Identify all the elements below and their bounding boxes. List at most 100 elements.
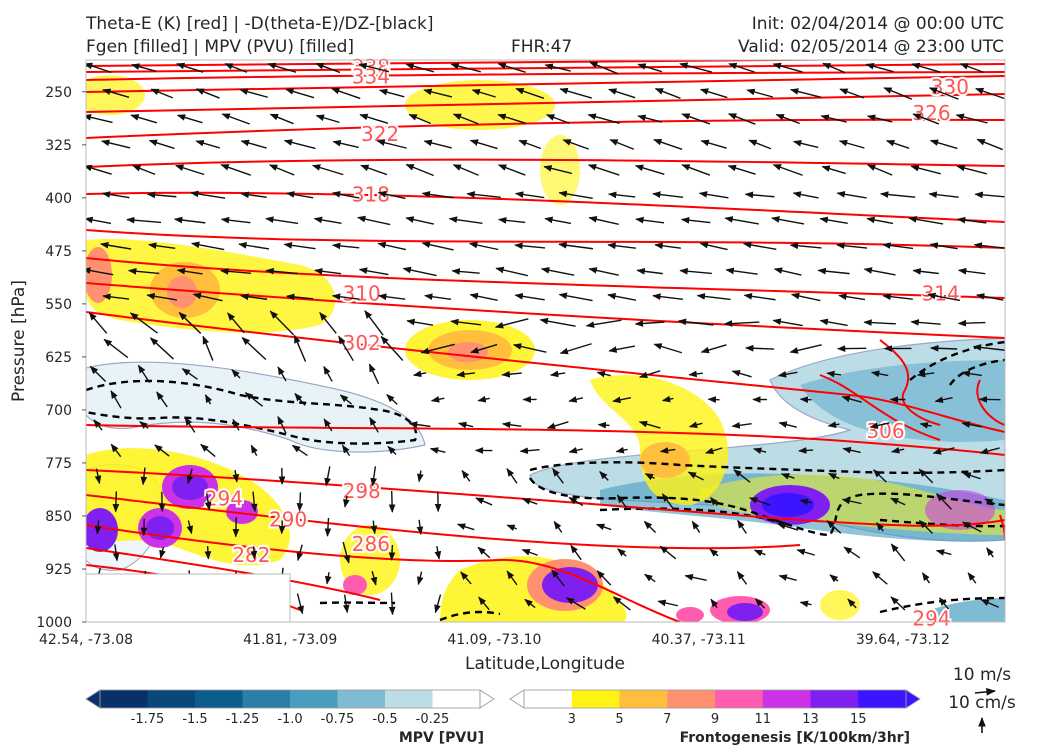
- wind-vector: [967, 572, 977, 584]
- wind-vector: [514, 293, 545, 301]
- wind-vector: [748, 139, 772, 150]
- wind-vector: [543, 165, 573, 175]
- wind-vector: [789, 242, 822, 250]
- colorbar-extend-left: [85, 689, 101, 709]
- wind-vector: [687, 471, 704, 481]
- wind-vector: [506, 468, 518, 484]
- wind-vector: [277, 415, 287, 434]
- wind-vector: [475, 497, 493, 506]
- wind-vector: [408, 113, 431, 125]
- wind-vector: [559, 343, 592, 355]
- colorbar-tick-label: 5: [615, 712, 623, 727]
- wind-vector: [331, 293, 360, 301]
- wind-vector: [826, 370, 842, 378]
- wind-vector: [176, 114, 203, 124]
- wind-vector: [748, 497, 771, 506]
- wind-vector: [699, 88, 728, 99]
- wind-vector: [638, 370, 661, 379]
- wind-vector: [202, 335, 214, 361]
- y-tick-label: 925: [45, 562, 72, 578]
- wind-vector: [653, 343, 683, 354]
- wind-vector: [919, 422, 932, 429]
- wind-vector: [515, 87, 545, 99]
- fgen-low-left-a-core: [172, 474, 208, 500]
- wind-vector: [798, 447, 814, 454]
- wind-vector: [599, 470, 609, 481]
- wind-vector: [452, 113, 479, 125]
- wind-vector: [380, 335, 404, 361]
- wind-vector: [559, 87, 592, 99]
- wind-vector: [506, 524, 518, 532]
- theta-e-contour: [86, 75, 1005, 93]
- wind-vector: [137, 364, 151, 384]
- wind-vector: [890, 497, 906, 506]
- wind-vector: [521, 549, 538, 556]
- colorbar-segment: [242, 690, 291, 708]
- wind-vector: [265, 267, 298, 275]
- wind-vector: [551, 569, 565, 587]
- wind-vector: [86, 62, 112, 74]
- wind-vector: [176, 62, 204, 73]
- wind-vector: [799, 396, 812, 403]
- y-tick-label: 775: [45, 456, 72, 472]
- wind-vector: [176, 267, 203, 275]
- wind-vector: [370, 466, 378, 487]
- wind-vector: [227, 312, 245, 334]
- wind-vector: [93, 419, 103, 431]
- wind-vector: [539, 317, 576, 327]
- wind-vector: [283, 242, 316, 250]
- wind-vector: [912, 268, 939, 275]
- wind-vector: [112, 491, 120, 513]
- colorbar-tick-label: 15: [850, 712, 867, 727]
- wind-vector: [406, 318, 434, 326]
- theta-e-label: 306: [866, 419, 904, 443]
- wind-vector: [698, 191, 729, 199]
- wind-vector: [652, 191, 684, 198]
- wind-vector: [790, 88, 822, 99]
- y-tick-label: 475: [45, 244, 72, 260]
- fgen-low-center-core: [343, 575, 367, 595]
- wind-vector: [653, 138, 683, 151]
- y-axis-ticks: 250 325 400 475 550 625 700 775 850 925 1000: [36, 85, 86, 631]
- wind-vector: [498, 217, 526, 224]
- wind-vector: [178, 311, 202, 334]
- wind-vector: [826, 520, 842, 534]
- wind-vector: [285, 293, 314, 301]
- colorbar-tick-label: -1.25: [226, 712, 260, 727]
- wind-vector: [200, 443, 216, 458]
- wind-vector: [501, 421, 522, 429]
- wind-vector: [865, 63, 894, 73]
- wind-vector: [777, 371, 798, 378]
- wind-vector: [315, 62, 341, 74]
- wind-vector: [545, 114, 570, 124]
- wind-vector: [342, 594, 350, 614]
- wind-vector: [126, 216, 162, 224]
- wind-vector: [238, 241, 270, 250]
- wind-vector: [725, 267, 758, 275]
- wind-vector: [873, 469, 887, 483]
- fgen-left-edge: [86, 247, 112, 303]
- wind-vector: [973, 242, 1005, 249]
- wind-vector: [742, 241, 777, 250]
- title-right-init: Init: 02/04/2014 @ 00:00 UTC: [751, 14, 1004, 34]
- wind-vector: [654, 242, 681, 250]
- wind-vector: [103, 338, 129, 359]
- wind-vector: [331, 242, 360, 250]
- title-left-line1: Theta-E (K) [red] | -D(theta-E)/DZ-[blac…: [86, 14, 434, 34]
- title-right-valid: Valid: 02/05/2014 @ 23:00 UTC: [738, 37, 1004, 57]
- wind-vector: [733, 469, 751, 483]
- colorbar-segment: [667, 690, 716, 708]
- wind-vector: [746, 88, 774, 98]
- wind-vector: [448, 216, 483, 225]
- wind-vector: [677, 318, 714, 326]
- wind-vector: [596, 370, 611, 378]
- wind-vector: [456, 523, 475, 531]
- colorbar-frame: [99, 689, 481, 709]
- wind-vector: [597, 421, 610, 429]
- wind-vector: [220, 164, 251, 176]
- wind-vector: [186, 520, 194, 535]
- wind-vector: [156, 391, 168, 408]
- wind-vector: [847, 598, 857, 609]
- wind-vector: [278, 520, 286, 535]
- wind-vector: [918, 468, 934, 484]
